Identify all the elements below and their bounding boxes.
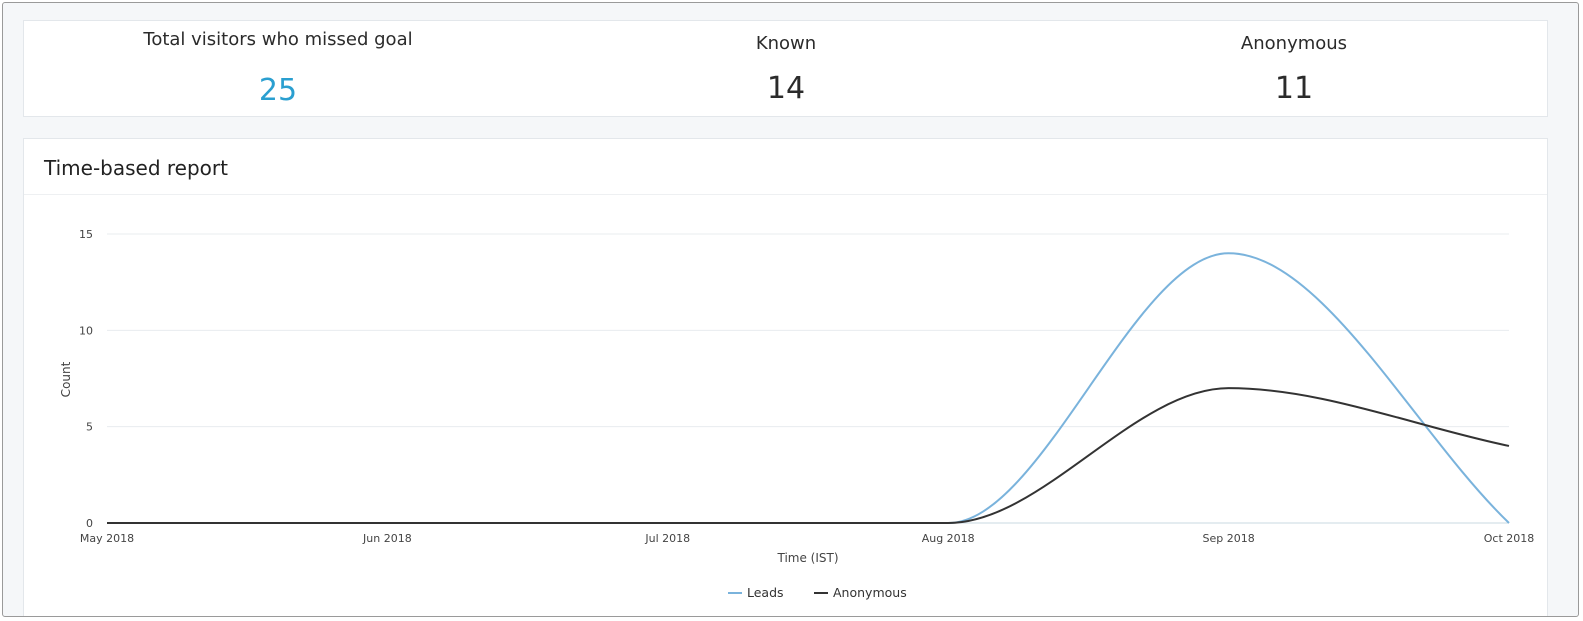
- series-line-anonymous: [106, 387, 1510, 524]
- x-tick-label: Oct 2018: [1484, 532, 1535, 545]
- x-tick-label: Sep 2018: [1202, 532, 1254, 545]
- known-value: 14: [766, 71, 806, 106]
- y-tick-label: 15: [79, 228, 93, 241]
- x-axis-title: Time (IST): [776, 551, 838, 565]
- x-tick-label: May 2018: [80, 532, 134, 545]
- y-tick-label: 5: [86, 421, 93, 434]
- legend-label-anonymous: Anonymous: [833, 585, 907, 600]
- anonymous-value: 11: [1274, 71, 1314, 106]
- known-stat: Known 14: [532, 21, 1040, 118]
- x-tick-label: Jul 2018: [644, 532, 690, 545]
- time-report-chart: 0 5 10 15 May 2018 Jun 2018 Jul 2018 Aug 2018 Se…: [59, 228, 1535, 600]
- known-label: Known: [755, 33, 817, 54]
- x-tick-label: Jun 2018: [362, 532, 412, 545]
- y-axis-title: Count: [59, 361, 73, 397]
- total-visitors-stat: Total visitors who missed goal 25: [24, 21, 532, 118]
- time-report-card: Time-based report 0 5 10 15 May 2018 Jun 2018…: [23, 138, 1548, 616]
- anonymous-label: Anonymous: [1240, 33, 1348, 54]
- legend-label-leads: Leads: [747, 585, 784, 600]
- y-tick-label: 0: [86, 517, 93, 530]
- y-tick-label: 10: [79, 324, 93, 337]
- anonymous-stat: Anonymous 11: [1040, 21, 1548, 118]
- series-line-leads: [106, 252, 1510, 524]
- report-divider: [24, 194, 1547, 195]
- report-title: Time-based report: [44, 156, 228, 180]
- summary-card: Total visitors who missed goal 25 Known …: [23, 20, 1548, 117]
- x-tick-label: Aug 2018: [922, 532, 975, 545]
- total-visitors-label: Total visitors who missed goal: [143, 29, 413, 50]
- total-visitors-value: 25: [258, 73, 298, 108]
